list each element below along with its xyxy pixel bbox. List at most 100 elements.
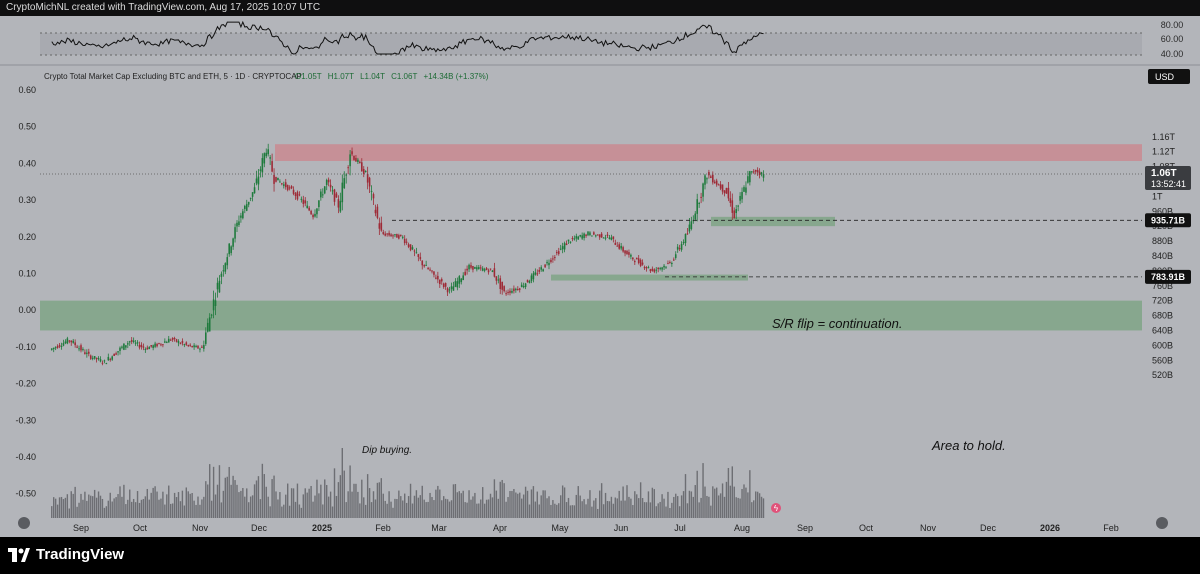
volume-bar <box>88 494 90 518</box>
candle-body <box>212 299 215 311</box>
candle-body <box>723 190 726 194</box>
volume-bar <box>162 491 164 518</box>
candle-body <box>604 237 607 239</box>
volume-bar <box>762 498 765 518</box>
time-axis-tick: Aug <box>734 523 750 533</box>
candle-body <box>595 235 597 237</box>
candle-body <box>259 169 262 171</box>
volume-bar <box>521 498 523 518</box>
candle-body <box>253 187 256 194</box>
footer: TradingView <box>0 537 1200 574</box>
candle-body <box>501 281 503 290</box>
volume-bar <box>134 502 137 518</box>
volume-bar <box>253 484 256 518</box>
volume-bar <box>62 499 65 518</box>
candle-body <box>659 268 661 270</box>
candle-body <box>649 269 652 272</box>
candle-body <box>167 338 170 343</box>
candle-body <box>600 233 603 238</box>
price-chart[interactable]: 80.00 60.00 40.00 Crypto Total Market Ca… <box>0 16 1200 537</box>
volume-bar <box>222 490 225 518</box>
candle-body <box>452 286 455 291</box>
lightning-icon[interactable] <box>771 503 781 513</box>
volume-bar <box>146 488 148 518</box>
volume-bar <box>312 501 314 518</box>
candle-body <box>199 348 201 350</box>
volume-bar <box>581 501 583 518</box>
candle-body <box>499 278 502 289</box>
volume-bar <box>639 482 642 518</box>
candle-body <box>355 157 357 162</box>
candle-body <box>530 275 533 282</box>
candle-body <box>721 184 724 192</box>
candle-body <box>329 184 332 188</box>
volume-bar <box>464 502 466 518</box>
candle-body <box>308 207 310 211</box>
right-axis-tick: 560B <box>1152 355 1173 365</box>
candle-body <box>318 200 320 208</box>
candle-body <box>284 182 287 188</box>
candle-body <box>591 235 593 237</box>
volume-bar <box>563 487 566 518</box>
volume-bar <box>706 495 708 518</box>
volume-bar <box>298 504 301 518</box>
candle-body <box>602 237 605 239</box>
volume-bar <box>113 498 115 518</box>
candle-body <box>195 345 197 348</box>
candle-body <box>628 252 630 255</box>
candle-body <box>573 238 576 240</box>
volume-bar <box>558 503 560 518</box>
volume-bar <box>189 493 191 518</box>
candle-body <box>702 183 704 197</box>
time-axis-tick: Feb <box>375 523 391 533</box>
scroll-left-handle[interactable] <box>18 517 30 529</box>
volume-bar <box>144 496 147 518</box>
volume-bar <box>376 482 379 518</box>
candle-body <box>88 351 90 354</box>
candle-body <box>669 261 671 263</box>
volume-bar <box>80 493 82 518</box>
right-axis-tick: 1.12T <box>1152 147 1176 157</box>
volume-bar <box>210 500 213 518</box>
currency-badge[interactable] <box>1148 69 1190 84</box>
settings-icon[interactable] <box>1156 517 1168 529</box>
volume-bar <box>187 491 189 518</box>
candle-body <box>128 341 131 343</box>
volume-bar <box>749 470 751 518</box>
candle-body <box>725 187 728 194</box>
candle-body <box>487 270 490 273</box>
candle-body <box>320 191 322 198</box>
candle-body <box>189 344 191 346</box>
volume-bar <box>478 503 480 518</box>
volume-bar <box>468 490 470 518</box>
candle-body <box>598 234 601 238</box>
volume-bar <box>694 485 696 518</box>
volume-bar <box>255 480 258 518</box>
candle-body <box>739 195 741 201</box>
candle-body <box>647 267 650 269</box>
candle-body <box>407 244 410 247</box>
volume-bar <box>452 484 455 518</box>
volume-bar <box>585 504 587 518</box>
volume-bar <box>641 498 644 518</box>
volume-bar <box>191 492 193 518</box>
candle-body <box>54 347 57 349</box>
volume-bar <box>411 503 414 518</box>
candle-body <box>349 154 351 167</box>
candle-body <box>70 340 73 343</box>
candle-body <box>294 193 297 196</box>
volume-bar <box>156 491 158 518</box>
candle-body <box>454 281 457 287</box>
time-axis-bg[interactable] <box>0 518 1200 537</box>
volume-bar <box>109 492 111 518</box>
volume-bar <box>499 481 501 518</box>
candle-body <box>127 343 129 345</box>
volume-bar <box>76 506 78 518</box>
volume-bar <box>678 506 681 518</box>
volume-bar <box>97 491 100 518</box>
right-axis-tick: 1T <box>1152 191 1163 201</box>
tradingview-logo[interactable]: TradingView <box>8 546 124 563</box>
candle-body <box>458 276 461 284</box>
annotation-area-hold: Area to hold. <box>931 438 1006 453</box>
candle-body <box>464 271 466 275</box>
